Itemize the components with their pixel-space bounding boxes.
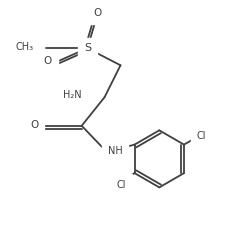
Text: H₂N: H₂N [63,90,82,100]
Text: O: O [30,120,39,130]
Text: NH: NH [108,146,123,156]
Text: O: O [94,8,102,18]
Text: CH₃: CH₃ [16,42,34,52]
Text: Cl: Cl [196,131,206,141]
Text: O: O [44,56,52,66]
Text: Cl: Cl [117,180,126,190]
Text: S: S [84,43,91,53]
